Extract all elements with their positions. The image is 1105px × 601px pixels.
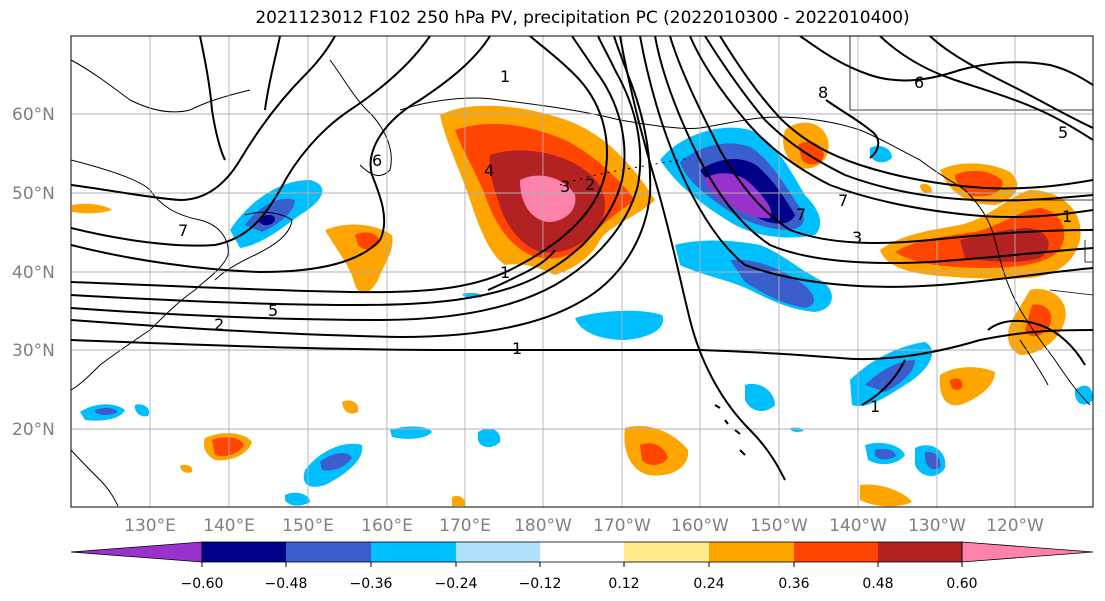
lon-label: 120°W [986,516,1044,536]
contour-label: 7 [838,191,848,210]
contour-label: 1 [500,67,510,86]
colorbar-tick-label: 0.12 [608,576,639,592]
colorbar-tick-label: −0.60 [181,576,224,592]
lon-label: 170°E [439,516,491,536]
pv-contour [719,36,1093,190]
colorbar-tick-label: −0.36 [350,576,393,592]
contour-label: 2 [585,175,595,194]
colorbar-segment [878,542,962,562]
lon-label: 150°W [750,516,808,536]
colorbar-segment [794,542,878,562]
pv-contour [71,36,608,294]
longitude-labels: 130°E 140°E 150°E 160°E 170°E 180°W 170°… [124,516,1044,536]
pv-contour [689,36,1093,219]
pv-contour [71,36,652,339]
baja-coastline [1019,339,1049,386]
contour-label: 8 [818,83,828,102]
map-frame [70,35,1094,508]
pv-contour [987,319,1086,366]
colorbar-tick-label: 0.48 [862,576,893,592]
contour-label: 4 [484,161,494,180]
pv-contour [639,36,1093,288]
pv-contour [825,99,880,159]
pv-contour [879,36,1093,141]
pv-contour [71,36,336,202]
contour-label: 7 [796,205,806,224]
colorbar-tick-label: 0.24 [693,576,724,592]
colorbar-extend-low [70,541,203,563]
lon-label: 140°E [203,516,255,536]
lat-label: 50°N [12,184,55,204]
pv-contours [71,36,1093,481]
pv-contour [861,359,906,406]
pv-contour [71,36,491,274]
colorbar-segment [624,542,709,562]
lat-label: 40°N [12,263,55,283]
contour-label: 1 [1062,207,1072,226]
colorbar-tick-label: −0.12 [519,576,562,592]
pv-contour [71,36,431,247]
pv-contour [929,36,1093,129]
lat-label: 20°N [12,420,55,440]
colorbar-tick-label: 0.36 [778,576,809,592]
contour-label: 6 [914,73,924,92]
lon-label: 140°W [829,516,887,536]
lon-label: 170°W [593,516,651,536]
colorbar-segments [70,541,1094,563]
colorbar-segment [709,542,794,562]
pv-contour [199,36,226,161]
contour-label: 7 [178,221,188,240]
colorbar-tick-label: −0.48 [265,576,308,592]
lat-label: 60°N [12,105,55,125]
pv-contour [619,36,786,481]
colorbar-segment [540,542,624,562]
colorbar-outline [201,541,963,563]
colorbar-segment [371,542,456,562]
pv-contour [669,36,1093,244]
contour-label: 3 [560,177,570,196]
pv-contour [654,36,1093,265]
lon-label: 160°E [361,516,413,536]
contour-label: 5 [268,301,278,320]
map-title: 2021123012 F102 250 hPa PV, precipitatio… [255,8,910,28]
contour-label: 1 [500,263,510,282]
kamchatka-coastline [329,59,392,176]
contour-labels: 1 1 2 3 4 5 6 7 7 8 1 1 2 3 5 6 7 1 [178,67,1072,416]
colorbar-tick-label: 0.60 [946,576,977,592]
lon-label: 130°E [124,516,176,536]
russia-coastline [71,59,251,113]
contour-label: 6 [372,151,382,170]
alaska-coastline [399,97,966,191]
colorbar-tick-label: −0.24 [435,576,478,592]
colorbar-segment [202,542,286,562]
lat-label: 30°N [12,341,55,361]
pv-contour [71,36,642,322]
colorbar-tick-labels: −0.60 −0.48 −0.36 −0.24 −0.12 0.12 0.24 … [181,576,978,592]
colorbar-extend-high [961,541,1094,563]
colorbar-ticks [201,562,963,567]
pv-contour [264,36,281,111]
colorbar-segment [456,542,540,562]
lon-label: 160°W [671,516,729,536]
lon-label: 180°W [514,516,572,536]
colorbar: −0.60 −0.48 −0.36 −0.24 −0.12 0.12 0.24 … [70,541,1094,592]
colorbar-segment [286,542,371,562]
pv-contour [71,36,626,307]
philippines-coastline [71,449,119,507]
lon-label: 150°E [282,516,334,536]
contour-label: 1 [870,397,880,416]
pv-contour [704,36,1093,202]
contour-label: 5 [1058,123,1068,142]
hawaii-islands [714,404,746,456]
lon-label: 130°W [908,516,966,536]
contour-label: 2 [214,315,224,334]
contour-label: 3 [852,228,862,247]
japan-coastline [214,211,293,281]
latitude-labels: 60°N 50°N 40°N 30°N 20°N [12,105,55,440]
pv-contour [487,249,556,291]
contour-label: 1 [512,339,522,358]
pv-contour [799,36,1093,86]
